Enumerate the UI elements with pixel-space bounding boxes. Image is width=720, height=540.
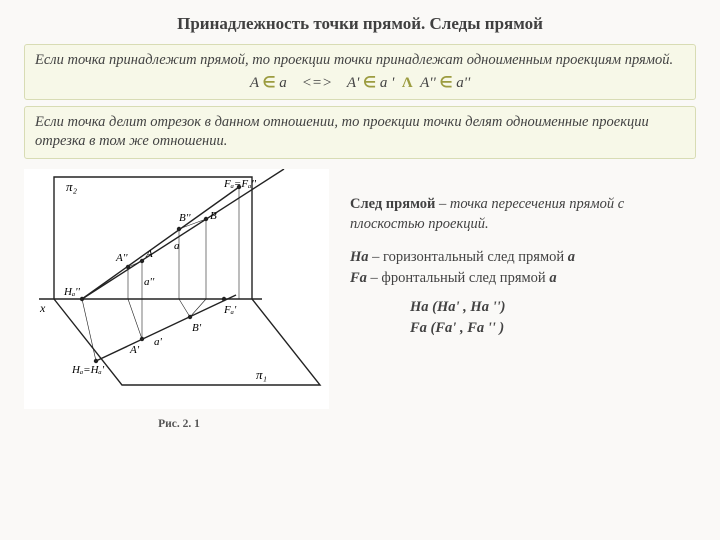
rule-box-2: Если точка делит отрезок в данном отноше… bbox=[24, 106, 696, 159]
svg-text:Fₐ': Fₐ' bbox=[223, 304, 237, 316]
slide-title: Принадлежность точки прямой. Следы прямо… bbox=[24, 14, 696, 34]
svg-text:B': B' bbox=[192, 322, 202, 334]
figure-caption: Рис. 2. 1 bbox=[24, 418, 334, 430]
rule1-formula: A ∈ a <=> A' ∈ a ' Λ A'' ∈ a'' bbox=[35, 73, 685, 93]
trace-definition: След прямой – точка пересечения прямой с… bbox=[350, 195, 696, 234]
svg-text:Fₐ=Fₐ'': Fₐ=Fₐ'' bbox=[223, 178, 257, 190]
svg-text:Hₐ=Hₐ': Hₐ=Hₐ' bbox=[71, 364, 105, 376]
diagram-column: π₂ π₁ x Hₐ'' Hₐ=Hₐ' A'' A A' B'' B B' Fₐ… bbox=[24, 165, 334, 430]
svg-text:a': a' bbox=[154, 336, 163, 348]
svg-text:x: x bbox=[39, 301, 46, 315]
svg-text:A'': A'' bbox=[115, 252, 128, 264]
svg-text:a'': a'' bbox=[144, 276, 155, 288]
svg-text:π₂: π₂ bbox=[66, 179, 78, 194]
svg-text:A: A bbox=[145, 248, 153, 260]
svg-text:B: B bbox=[210, 210, 217, 222]
trace-coords: Ha (Ha' , Ha '') Fa (Fa' , Fa '' ) bbox=[350, 298, 696, 338]
trace-naming: Ha – горизонтальный след прямой a Fa – ф… bbox=[350, 248, 696, 288]
text-column: След прямой – точка пересечения прямой с… bbox=[334, 165, 696, 430]
svg-text:Hₐ'': Hₐ'' bbox=[63, 286, 81, 298]
rule1-text: Если точка принадлежит прямой, то проекц… bbox=[35, 51, 685, 71]
rule2-text: Если точка делит отрезок в данном отноше… bbox=[35, 114, 649, 150]
svg-text:B'': B'' bbox=[179, 212, 191, 224]
svg-text:A': A' bbox=[129, 344, 140, 356]
rule-box-1: Если точка принадлежит прямой, то проекц… bbox=[24, 44, 696, 100]
projection-diagram: π₂ π₁ x Hₐ'' Hₐ=Hₐ' A'' A A' B'' B B' Fₐ… bbox=[24, 169, 329, 409]
svg-text:a: a bbox=[174, 240, 180, 252]
svg-text:π₁: π₁ bbox=[256, 367, 267, 382]
